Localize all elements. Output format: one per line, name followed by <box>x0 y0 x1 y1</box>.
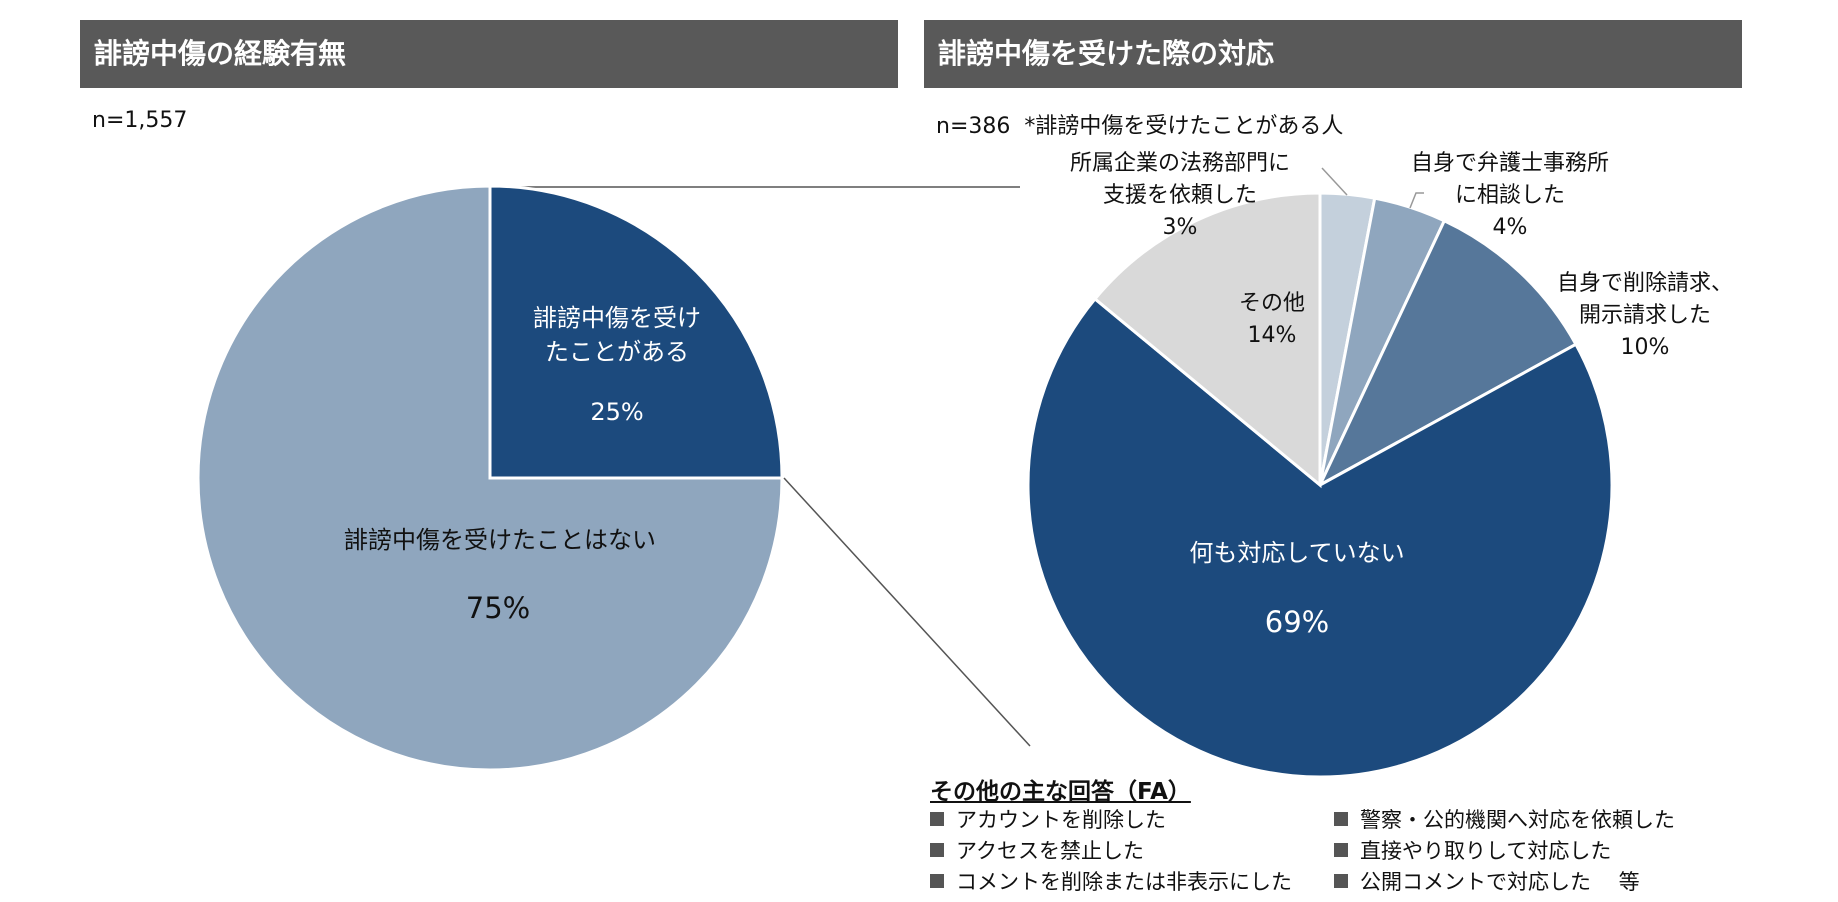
list-item: 公開コメントで対応した 等 <box>1334 866 1640 896</box>
label-nothing: 何も対応していない <box>1189 539 1404 567</box>
left-chart-title: 誹謗中傷の経験有無 <box>94 37 347 70</box>
leader-line-legal <box>1321 167 1348 196</box>
label-experienced-line2: たことがある <box>545 338 689 366</box>
label-lawyer-value: 4% <box>1493 215 1528 240</box>
bullet-square-icon <box>930 874 944 888</box>
list-item: 警察・公的機関へ対応を依頼した <box>1334 804 1675 834</box>
label-never-value: 75% <box>466 591 530 625</box>
label-removal-line1: 自身で削除請求、 <box>1557 271 1733 296</box>
right-n-note: *誹謗中傷を受けたことがある人 <box>1024 114 1344 139</box>
left-pie-chart <box>196 184 784 772</box>
label-nothing-value: 69% <box>1265 605 1329 639</box>
bullet-square-icon <box>930 843 944 857</box>
label-other-value: 14% <box>1248 323 1297 348</box>
right-chart-header: 誹謗中傷を受けた際の対応 <box>924 20 1742 88</box>
bullet-square-icon <box>1334 812 1348 826</box>
right-sample-size: n=386 *誹謗中傷を受けたことがある人 <box>936 108 1343 140</box>
bullet-square-icon <box>1334 843 1348 857</box>
left-pie-slice-0 <box>488 184 784 480</box>
list-item: 直接やり取りして対応した <box>1334 835 1611 865</box>
label-legal-value: 3% <box>1163 215 1198 240</box>
label-legal-line1: 所属企業の法務部門に <box>1070 151 1290 176</box>
right-n-label: n=386 <box>936 114 1011 139</box>
bullet-square-icon <box>1334 874 1348 888</box>
label-removal-line2: 開示請求した <box>1579 303 1711 328</box>
right-pie-slice-4 <box>1092 191 1322 489</box>
other-answers-list: アカウントを削除した アクセスを禁止した コメントを削除または非表示にした 警察… <box>930 802 1830 902</box>
right-pie-slice-3 <box>1026 296 1614 779</box>
left-chart-header: 誹謗中傷の経験有無 <box>80 20 898 88</box>
list-item: アクセスを禁止した <box>930 835 1144 865</box>
bullet-square-icon <box>930 812 944 826</box>
right-pie-chart <box>1026 191 1614 779</box>
label-never: 誹謗中傷を受けたことはない <box>344 526 656 554</box>
label-experienced-value: 25% <box>590 398 643 426</box>
label-experienced-line1: 誹謗中傷を受け <box>533 304 701 332</box>
label-removal-value: 10% <box>1621 335 1670 360</box>
connector-line-bottom <box>783 477 1031 747</box>
label-other: その他 <box>1239 291 1305 316</box>
list-item: アカウントを削除した <box>930 804 1166 834</box>
right-pie-slice-2 <box>1316 218 1578 489</box>
other-answers-title: その他の主な回答（FA） <box>930 779 1191 805</box>
right-chart-title: 誹謗中傷を受けた際の対応 <box>938 37 1275 70</box>
label-legal-line2: 支援を依頼した <box>1103 183 1257 208</box>
left-pie-slice-1 <box>196 184 784 772</box>
left-sample-size: n=1,557 <box>92 108 188 133</box>
leader-line-lawyer <box>1409 192 1424 209</box>
label-lawyer-line2: に相談した <box>1455 183 1565 208</box>
other-answers-box: その他の主な回答（FA） アカウントを削除した アクセスを禁止した コメントを削… <box>930 772 1830 902</box>
list-item: コメントを削除または非表示にした <box>930 866 1292 896</box>
label-lawyer-line1: 自身で弁護士事務所 <box>1411 151 1609 176</box>
